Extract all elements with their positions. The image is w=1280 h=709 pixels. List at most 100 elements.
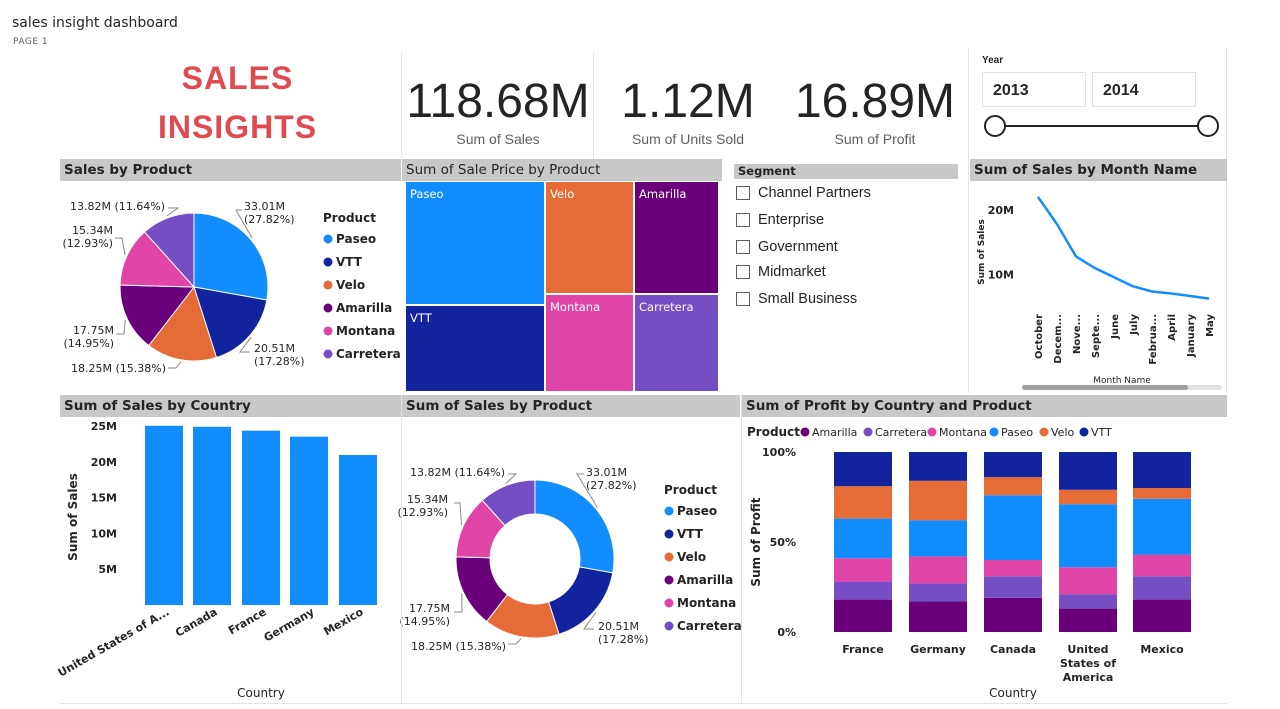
x-tick-label: Februa... (1148, 314, 1159, 365)
legend-marker (664, 529, 674, 539)
x-tick-label: June (1110, 314, 1121, 340)
treemap-label: VTT (410, 311, 433, 325)
year-start-input[interactable]: 2013 (982, 72, 1086, 107)
data-label: 15.34M (72, 224, 113, 237)
segment-option-channel-partners[interactable]: Channel Partners (736, 185, 871, 201)
x-tick-label: Canada (173, 605, 219, 639)
x-tick-label: America (1063, 671, 1114, 684)
legend-marker (664, 621, 674, 631)
data-label: (27.82%) (586, 479, 637, 492)
legend-item: Paseo (1001, 426, 1033, 439)
segment-option-small-business[interactable]: Small Business (736, 291, 857, 307)
x-tick-label: January (1186, 314, 1197, 358)
legend-item: VTT (336, 255, 363, 269)
y-tick-label: 20M (988, 204, 1014, 217)
divider (401, 395, 402, 703)
data-label: 18.25M (15.38%) (71, 362, 166, 375)
legend-item: Montana (336, 324, 395, 338)
segment-option-midmarket[interactable]: Midmarket (736, 264, 826, 280)
legend-item: VTT (677, 527, 704, 541)
scrollbar-thumb (1022, 385, 1188, 390)
legend-item: Velo (336, 278, 365, 292)
stack-segment-montana (1059, 567, 1117, 595)
profit-by-country-header: Sum of Profit by Country and Product (742, 395, 1227, 417)
pie-slice-velo (148, 285, 218, 362)
stack-segment-montana (1133, 554, 1191, 577)
leader-line (116, 319, 126, 335)
legend-item: VTT (1091, 426, 1112, 439)
stack-segment-paseo (1059, 504, 1117, 568)
x-tick-label: October (1034, 314, 1045, 359)
treemap-label: Velo (550, 187, 574, 201)
legend-item: Carretera (875, 426, 927, 439)
stack-segment-montana (984, 560, 1042, 577)
data-label: 20.51M (598, 620, 639, 633)
legend-title: Product (664, 483, 717, 497)
treemap-tile-velo (546, 182, 633, 293)
data-label: (14.95%) (63, 337, 114, 350)
legend-item: Carretera (677, 619, 742, 633)
divider (401, 52, 402, 158)
leader-line (166, 207, 180, 217)
treemap-label: Montana (550, 300, 600, 314)
kpi-profit-label: Sum of Profit (834, 131, 916, 147)
stack-segment-velo (834, 486, 892, 519)
leader-line (576, 473, 598, 508)
y-tick-label: 10M (91, 527, 117, 540)
checkbox[interactable] (736, 292, 750, 306)
legend-marker (323, 257, 333, 267)
page-label: PAGE 1 (13, 37, 49, 47)
y-tick-label: 25M (91, 420, 117, 433)
year-slider-end-handle[interactable] (1197, 115, 1219, 137)
divider (593, 52, 594, 158)
checkbox[interactable] (736, 213, 750, 227)
legend-marker (664, 598, 674, 608)
sale-price-header: Sum of Sale Price by Product (402, 159, 722, 181)
data-label: (12.93%) (397, 506, 448, 519)
y-axis-title: Sum of Profit (749, 497, 763, 586)
stack-segment-amarilla (909, 601, 967, 632)
data-label: 18.25M (15.38%) (411, 640, 506, 653)
legend-marker (323, 280, 333, 290)
stack-segment-montana (834, 558, 892, 582)
legend-marker (323, 234, 333, 244)
checkbox[interactable] (736, 265, 750, 279)
x-axis-title: Country (237, 686, 285, 700)
legend-item: Amarilla (812, 426, 857, 439)
checkbox[interactable] (736, 240, 750, 254)
pie-slice-paseo (534, 479, 615, 574)
stack-segment-vtt (909, 452, 967, 481)
legend-marker (664, 506, 674, 516)
legend-title: Product (747, 425, 800, 439)
legend-marker (989, 427, 999, 437)
data-label: 13.82M (11.64%) (70, 200, 165, 213)
kpi-units-label: Sum of Units Sold (631, 131, 745, 147)
bar (290, 436, 328, 605)
year-slider-track[interactable] (995, 125, 1207, 127)
data-label: (27.82%) (244, 213, 295, 226)
legend-marker (800, 427, 810, 437)
x-tick-label: States of (1060, 657, 1116, 670)
y-tick-label: 5M (98, 563, 117, 576)
segment-option-enterprise[interactable]: Enterprise (736, 212, 824, 228)
checkbox[interactable] (736, 186, 750, 200)
stack-segment-velo (984, 477, 1042, 496)
x-axis-title: Month Name (1093, 376, 1151, 386)
leader-line (235, 209, 253, 239)
legend-item: Velo (677, 550, 706, 564)
data-label: (17.28%) (598, 633, 649, 646)
x-tick-label: Germany (910, 643, 966, 656)
x-tick-label: April (1167, 314, 1178, 341)
leader-line (168, 361, 182, 369)
leader-line (508, 638, 522, 645)
x-tick-label: United (1067, 643, 1108, 656)
stack-segment-carretera (1059, 594, 1117, 609)
year-slider-start-handle[interactable] (984, 115, 1006, 137)
segment-option-government[interactable]: Government (736, 239, 838, 255)
y-tick-label: 10M (988, 269, 1014, 282)
legend-item: Paseo (336, 232, 376, 246)
year-end-input[interactable]: 2014 (1092, 72, 1196, 107)
x-tick-label: Nove... (1072, 314, 1083, 354)
sales-by-month-header: Sum of Sales by Month Name (970, 159, 1227, 181)
segment-header: Segment (734, 164, 958, 179)
